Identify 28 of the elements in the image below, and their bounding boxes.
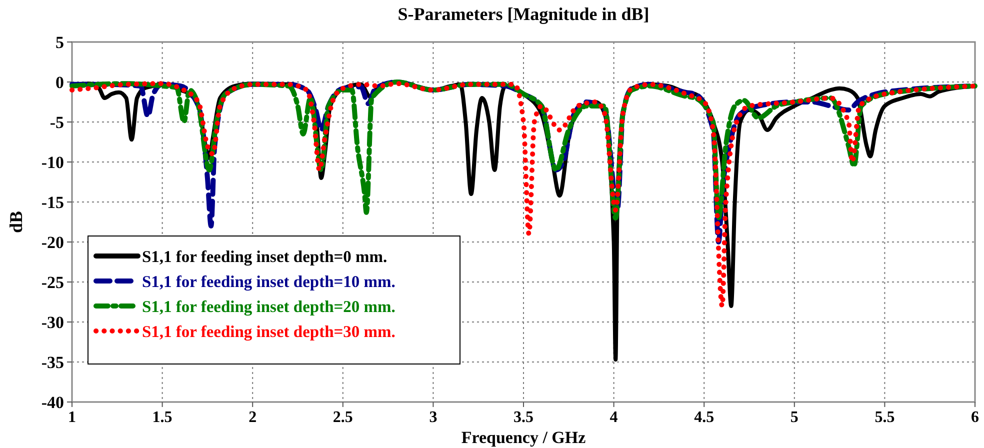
x-axis-title: Frequency / GHz	[461, 428, 586, 447]
legend-label: S1,1 for feeding inset depth=20 mm.	[142, 297, 396, 316]
y-tick-label: 5	[56, 33, 64, 52]
x-tick-label: 1.5	[152, 409, 172, 426]
legend-label: S1,1 for feeding inset depth=30 mm.	[142, 322, 396, 341]
x-tick-label: 2	[248, 409, 257, 426]
x-tick-label: 3.5	[514, 409, 534, 426]
x-tick-label: 4.5	[694, 409, 714, 426]
y-tick-label: -40	[41, 393, 64, 412]
x-tick-label: 6	[971, 409, 979, 426]
y-tick-label: -20	[41, 233, 64, 252]
y-tick-label: -10	[41, 153, 64, 172]
y-tick-label: -5	[50, 113, 64, 132]
chart-title: S-Parameters [Magnitude in dB]	[398, 4, 650, 24]
x-tick-label: 3	[429, 409, 438, 426]
x-tick-label: 5.5	[874, 409, 895, 426]
y-tick-label: -25	[41, 273, 64, 292]
y-axis-title: dB	[6, 210, 26, 234]
x-tick-label: 5	[790, 409, 798, 426]
y-tick-label: -15	[41, 193, 64, 212]
x-tick-label: 2.5	[332, 409, 353, 426]
legend-label: S1,1 for feeding inset depth=0 mm.	[142, 247, 388, 266]
y-tick-label: 0	[56, 73, 64, 92]
y-tick-label: -35	[41, 353, 64, 372]
x-tick-label: 4	[610, 409, 618, 426]
legend-label: S1,1 for feeding inset depth=10 mm.	[142, 272, 396, 291]
y-tick-label: -30	[41, 313, 64, 332]
x-tick-label: 1	[68, 409, 76, 426]
